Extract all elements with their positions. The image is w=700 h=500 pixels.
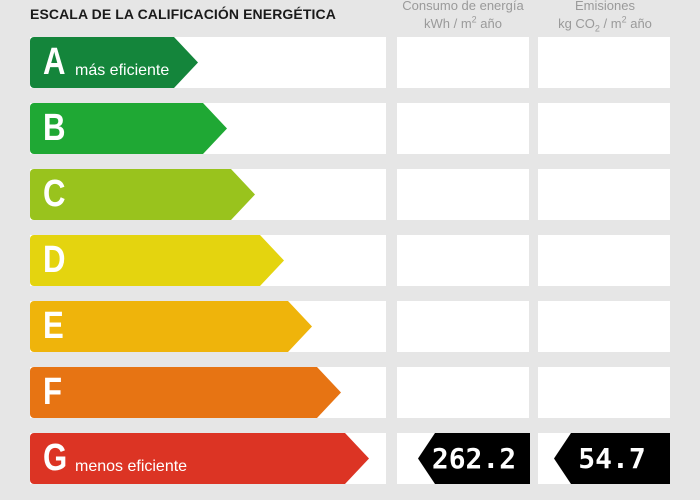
emisiones-cell-a xyxy=(538,37,670,88)
emisiones-cell-e xyxy=(538,301,670,352)
consumo-value-badge: 262.2 xyxy=(418,433,530,484)
rating-letter: C xyxy=(43,173,66,215)
rating-letter: A xyxy=(43,41,66,83)
consumo-cell-a xyxy=(397,37,529,88)
rating-letter: G xyxy=(43,437,68,479)
rating-arrow-e: E xyxy=(30,301,312,352)
emisiones-header-label: Emisiones xyxy=(575,0,635,13)
rating-arrow-c: C xyxy=(30,169,255,220)
rating-arrow-b: B xyxy=(30,103,227,154)
emisiones-value-badge: 54.7 xyxy=(554,433,670,484)
consumo-cell-d xyxy=(397,235,529,286)
page-title: ESCALA DE LA CALIFICACIÓN ENERGÉTICA xyxy=(30,6,336,22)
rating-letter: D xyxy=(43,239,66,281)
consumo-cell-e xyxy=(397,301,529,352)
rating-label: menos eficiente xyxy=(75,458,188,475)
consumo-cell-f xyxy=(397,367,529,418)
emisiones-header-unit: kg CO2 / m2 año xyxy=(558,14,652,34)
consumo-cell-b xyxy=(397,103,529,154)
consumo-header-label: Consumo de energía xyxy=(402,0,524,13)
emisiones-cell-d xyxy=(538,235,670,286)
emisiones-cell-f xyxy=(538,367,670,418)
consumo-column-header: Consumo de energía kWh / m2 año xyxy=(396,0,530,33)
rating-label: más eficiente xyxy=(75,62,170,79)
rating-letter: F xyxy=(43,371,63,413)
rating-arrow-d: D xyxy=(30,235,284,286)
emisiones-cell-c xyxy=(538,169,670,220)
rating-letter: E xyxy=(43,305,64,347)
rating-arrow-f: F xyxy=(30,367,341,418)
emisiones-cell-b xyxy=(538,103,670,154)
rating-letter: B xyxy=(43,107,66,149)
emisiones-column-header: Emisiones kg CO2 / m2 año xyxy=(538,0,672,33)
consumo-header-unit: kWh / m2 año xyxy=(424,14,502,31)
consumo-cell-c xyxy=(397,169,529,220)
